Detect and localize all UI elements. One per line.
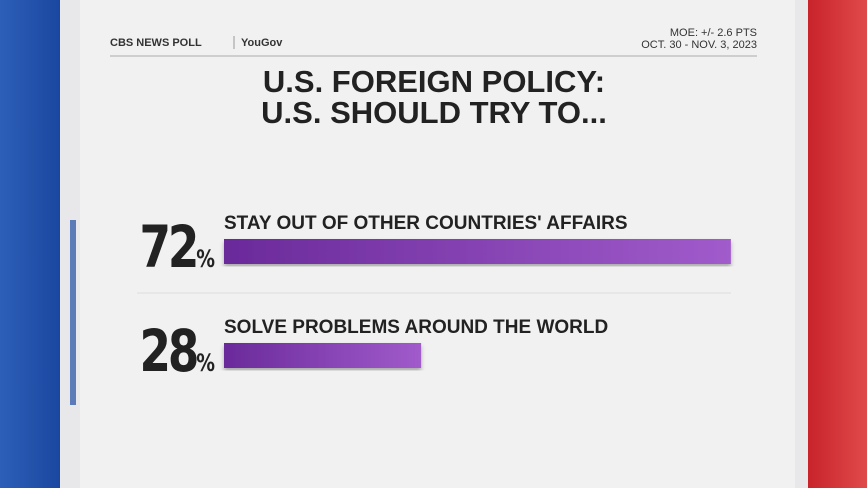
moe: MOE: +/- 2.6 PTS xyxy=(670,27,757,39)
source: CBS NEWS POLL xyxy=(110,37,202,49)
bar xyxy=(224,343,422,368)
bar xyxy=(224,239,731,264)
category-label: SOLVE PROBLEMS AROUND THE WORLD xyxy=(224,317,608,338)
partner: YouGov xyxy=(241,37,283,49)
dates: OCT. 30 - NOV. 3, 2023 xyxy=(641,39,757,51)
value-label: 72% xyxy=(140,215,215,282)
right-stripe xyxy=(795,0,808,488)
left-band xyxy=(0,0,60,488)
right-band xyxy=(808,0,867,488)
value-label: 28% xyxy=(140,319,215,386)
chart-title: U.S. SHOULD TRY TO... xyxy=(261,95,607,130)
chart-title: U.S. FOREIGN POLICY: xyxy=(263,64,605,99)
category-label: STAY OUT OF OTHER COUNTRIES' AFFAIRS xyxy=(224,213,628,234)
left-accent xyxy=(70,220,76,405)
